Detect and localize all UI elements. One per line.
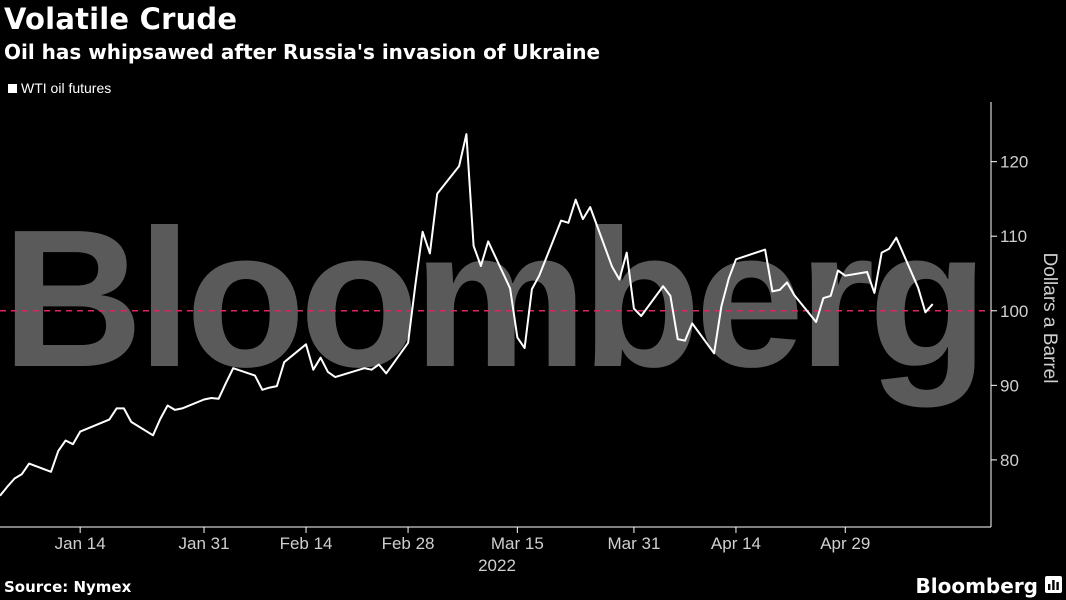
y-axis-label: Dollars a Barrel [1039,253,1060,384]
legend: WTI oil futures [8,80,111,96]
chart-title: Volatile Crude [4,2,238,36]
x-tick-label: Mar 31 [607,534,660,553]
brand-logo-text: Bloomberg [915,574,1038,598]
x-tick-label: Apr 29 [820,534,870,553]
legend-label: WTI oil futures [21,80,112,96]
bar-chart-icon [1045,576,1062,593]
x-tick-label: Jan 31 [179,534,230,553]
y-tick-label: 80 [1000,451,1019,470]
chart-axes [0,102,997,533]
x-tick-label: Mar 15 [491,534,544,553]
source-note: Source: Nymex [4,578,132,596]
bloomberg-watermark: Bloomberg [2,189,982,408]
y-tick-label: 120 [1000,153,1028,172]
y-tick-label: 90 [1000,376,1019,395]
series-line-wti [0,133,934,497]
x-tick-label: Apr 14 [711,534,761,553]
x-tick-label: Feb 28 [382,534,435,553]
tick-labels: 80 90 100 110 120 Jan 14 Jan 31 Feb 14 Feb 28 Mar… [55,153,1029,553]
x-tick-label: Jan 14 [55,534,106,553]
x-tick-label: Feb 14 [280,534,333,553]
x-axis-label: 2022 [478,556,516,575]
y-tick-label: 100 [1000,302,1028,321]
legend-swatch [8,83,17,93]
y-tick-label: 110 [1000,227,1027,246]
chart-subtitle: Oil has whipsawed after Russia's invasio… [4,40,601,64]
